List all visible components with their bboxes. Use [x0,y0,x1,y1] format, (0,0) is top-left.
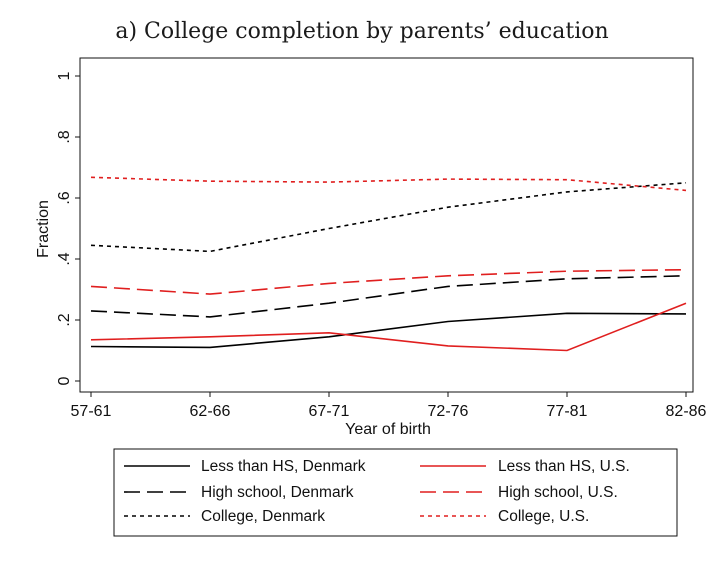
series-line-less-than-hs-denmark [90,312,687,349]
chart-title: a) College completion by parents’ educat… [115,19,608,44]
y-tick-label: .8 [56,130,73,143]
y-tick-label: .6 [56,191,73,204]
x-tick-label: 62-66 [190,403,231,420]
series-line-college-u-s [90,176,687,192]
series-lines [90,176,687,352]
x-tick-label: 67-71 [309,403,350,420]
y-axis-label: Fraction [35,200,52,258]
series-line-high-school-u-s [90,268,687,295]
series-line-less-than-hs-u-s [90,302,687,352]
plot-region [79,57,694,393]
series-line-college-denmark [90,182,687,253]
x-tick-label: 77-81 [547,403,588,420]
x-tick-label: 57-61 [71,403,112,420]
legend-label: College, Denmark [201,508,325,525]
legend-label: Less than HS, Denmark [201,458,366,475]
series-line-high-school-denmark [90,275,687,318]
legend-label: Less than HS, U.S. [498,458,630,475]
legend-box [113,448,678,537]
legend-label: High school, U.S. [498,484,618,501]
y-tick-label: 0 [56,376,73,385]
x-tick-label: 82-86 [666,403,707,420]
y-tick-label: 1 [56,71,73,80]
axes: 0 .2 .4 .6 .8 1 57-61 62-66 67-71 72-76 77-81 82-86 [56,57,707,420]
y-tick-label: .2 [56,313,73,326]
legend-label: College, U.S. [498,508,589,525]
legend: Less than HS, Denmark High school, Denmar… [113,448,678,537]
x-axis-label: Year of birth [345,421,431,438]
y-tick-label: .4 [56,252,73,265]
x-tick-label: 72-76 [428,403,469,420]
legend-label: High school, Denmark [201,484,354,501]
